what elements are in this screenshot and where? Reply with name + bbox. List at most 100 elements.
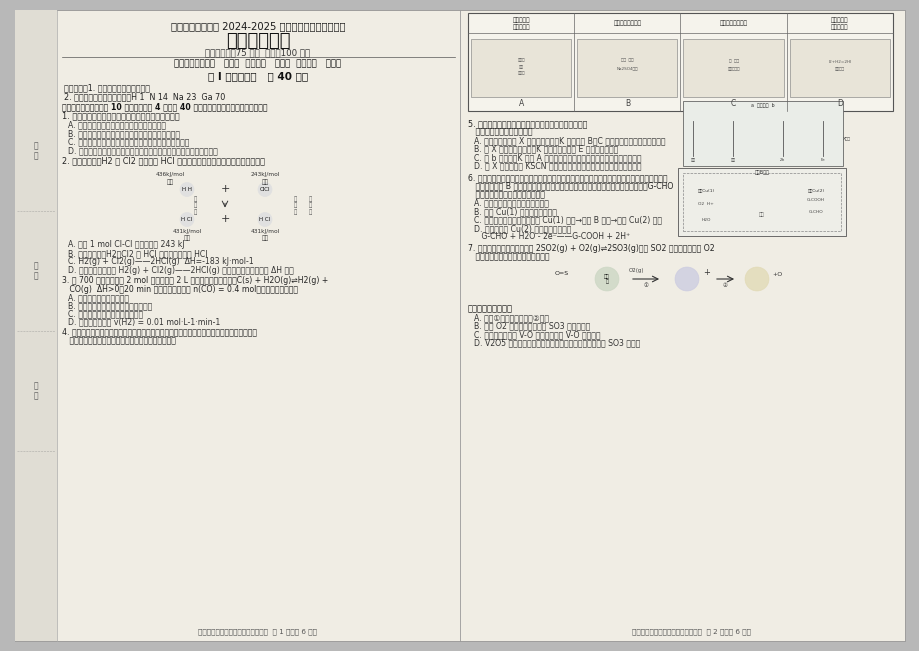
Text: 胰岛B细胞: 胰岛B细胞 xyxy=(754,170,768,175)
Text: B. 一定条件下，H2、Cl2 和 HCl 中，最稳定的为 HCl: B. 一定条件下，H2、Cl2 和 HCl 中，最稳定的为 HCl xyxy=(68,249,208,258)
Text: 温度计: 温度计 xyxy=(516,58,525,62)
Text: 【一级校】联考半期考高二化学试卷  第 2 页（共 6 页）: 【一级校】联考半期考高二化学试卷 第 2 页（共 6 页） xyxy=(632,628,751,635)
Text: 【一级校】联考半期考高二化学试卷  第 1 页（共 6 页）: 【一级校】联考半期考高二化学试卷 第 1 页（共 6 页） xyxy=(199,628,317,635)
Text: B. 纳米 Cu(1) 电极发生还原反应: B. 纳米 Cu(1) 电极发生还原反应 xyxy=(473,207,556,216)
Text: B. 保暖贴工作过程中，主要利用了原电池的工作原理: B. 保暖贴工作过程中，主要利用了原电池的工作原理 xyxy=(68,129,180,138)
Text: G-CHO: G-CHO xyxy=(808,210,823,214)
Text: +: + xyxy=(220,184,230,195)
Text: +: + xyxy=(703,268,709,277)
Text: 原理，下列说法不正确的是: 原理，下列说法不正确的是 xyxy=(468,128,532,137)
Text: 键
断
裂: 键 断 裂 xyxy=(193,196,197,215)
Text: 催化
剂: 催化 剂 xyxy=(604,273,609,284)
Text: 内筒: 内筒 xyxy=(518,65,523,69)
Text: a  直流电源  b: a 直流电源 b xyxy=(751,104,774,109)
Text: 键
断
裂: 键 断 裂 xyxy=(293,196,296,215)
Text: A. 血糖正常时，该燃料电池不工作: A. 血糖正常时，该燃料电池不工作 xyxy=(473,199,549,208)
Bar xyxy=(682,101,842,166)
Text: H Cl: H Cl xyxy=(181,217,192,222)
Text: 能量: 能量 xyxy=(261,180,268,185)
Text: 431kJ/mol: 431kJ/mol xyxy=(172,230,201,234)
Text: C. 外电路中电子的方向：纳米 Cu(1) 电极→胰岛 B 细胞→纳米 Cu(2) 电极: C. 外电路中电子的方向：纳米 Cu(1) 电极→胰岛 B 细胞→纳米 Cu(2… xyxy=(473,215,662,225)
Text: B. 压缩体积可提高水蒸气的平衡转化率: B. 压缩体积可提高水蒸气的平衡转化率 xyxy=(68,301,152,311)
Text: A. 反应①的活化能比反应②的高: A. 反应①的活化能比反应②的高 xyxy=(473,313,549,322)
Circle shape xyxy=(257,182,272,197)
Text: 4. 中学化学教材中，常借助于图像这一表现手段清晰地突出实验装置的要点，形象地阐述化学: 4. 中学化学教材中，常借助于图像这一表现手段清晰地突出实验装置的要点，形象地阐… xyxy=(62,327,256,337)
Text: D. 放电时纳米 Cu(2) 电极发生的反应为: D. 放电时纳米 Cu(2) 电极发生的反应为 xyxy=(473,224,571,233)
Text: A. 形成 1 mol Cl-Cl 键吸收能量 243 kJ: A. 形成 1 mol Cl-Cl 键吸收能量 243 kJ xyxy=(68,240,185,249)
Bar xyxy=(789,39,889,97)
Text: 探究压强对: 探究压强对 xyxy=(830,17,847,23)
Text: 石墨: 石墨 xyxy=(690,158,695,162)
Circle shape xyxy=(675,267,698,291)
Text: O=S: O=S xyxy=(554,271,569,277)
Text: H2O: H2O xyxy=(700,219,709,223)
Text: 第 I 卷（选择题   共 40 分）: 第 I 卷（选择题 共 40 分） xyxy=(208,71,308,81)
Text: 能量: 能量 xyxy=(166,180,174,185)
Text: 考
号: 考 号 xyxy=(34,141,39,161)
Text: 过程的原理。下列有关化学图像表现的内容正确的是: 过程的原理。下列有关化学图像表现的内容正确的是 xyxy=(62,336,176,345)
Text: 龙岩市一级校联盟 2024-2025 学年第一学期半期考联考: 龙岩市一级校联盟 2024-2025 学年第一学期半期考联考 xyxy=(171,21,345,31)
Text: +O: +O xyxy=(771,273,781,277)
Text: ①: ① xyxy=(643,283,648,288)
Text: D. 嫦娥五号探测器中配置砷化镓太阳能电池，将太阳能直接转化为电能: D. 嫦娥五号探测器中配置砷化镓太阳能电池，将太阳能直接转化为电能 xyxy=(68,146,218,155)
Circle shape xyxy=(744,267,768,291)
Text: O2  H+: O2 H+ xyxy=(698,202,713,206)
Text: 制作简单燃料电池: 制作简单燃料电池 xyxy=(613,20,641,26)
Text: Na2SO4溶液: Na2SO4溶液 xyxy=(616,66,638,70)
Bar xyxy=(468,13,892,111)
Text: C. 若 b 为负极，K 连接 A 时，铁棒防腐蚀的方式称为外加电流阴极保护法: C. 若 b 为负极，K 连接 A 时，铁棒防腐蚀的方式称为外加电流阴极保护法 xyxy=(473,153,641,162)
Text: H Cl: H Cl xyxy=(259,217,270,222)
Text: 代表葡萄糖）。下列说法错误的是: 代表葡萄糖）。下列说法错误的是 xyxy=(468,190,544,199)
Text: I2+H2=2HI: I2+H2=2HI xyxy=(827,60,850,64)
Text: 能量: 能量 xyxy=(261,236,268,241)
Text: B. 若 X 溶液为模拟海水，K 来回合时铁棒上 E 点表面铁锈最多: B. 若 X 溶液为模拟海水，K 来回合时铁棒上 E 点表面铁锈最多 xyxy=(473,145,618,154)
Circle shape xyxy=(257,212,272,227)
Text: +: + xyxy=(220,214,230,225)
Bar xyxy=(15,10,57,641)
Text: 姓
名: 姓 名 xyxy=(34,261,39,281)
Text: O2(g): O2(g) xyxy=(629,268,644,273)
Bar xyxy=(677,169,845,236)
Text: 一、选择题（本题包括 10 小题，每小题 4 分，共 40 分。每小题只有一个选项符合题意）: 一、选择题（本题包括 10 小题，每小题 4 分，共 40 分。每小题只有一个选… xyxy=(62,102,267,111)
Text: 2. 一定条件下，H2 和 Cl2 反应生成 HCl 的能量变化如图所示，下列说法正确的是: 2. 一定条件下，H2 和 Cl2 反应生成 HCl 的能量变化如图所示，下列说… xyxy=(62,156,265,165)
Text: ClCl: ClCl xyxy=(259,187,270,192)
Text: 注意事项：1. 请将答案填写在答题卡上: 注意事项：1. 请将答案填写在答题卡上 xyxy=(64,83,150,92)
Text: A. 相同条件下，若 X 溶液为食盐水，K 分别连接 B、C 时，前者铁棒的腐蚀速率更快: A. 相同条件下，若 X 溶液为食盐水，K 分别连接 B、C 时，前者铁棒的腐蚀… xyxy=(473,136,664,145)
Text: 血液: 血液 xyxy=(758,212,764,217)
Text: 石墨  石墨: 石墨 石墨 xyxy=(620,58,633,62)
Text: D. 反应达到平衡时 v(H2) = 0.01 mol·L-1·min-1: D. 反应达到平衡时 v(H2) = 0.01 mol·L-1·min-1 xyxy=(68,318,221,327)
Text: C. H2(g) + Cl2(g)——2HCl(g)  ΔH=-183 kJ·mol-1: C. H2(g) + Cl2(g)——2HCl(g) ΔH=-183 kJ·mo… xyxy=(68,258,254,266)
Text: 班
级: 班 级 xyxy=(34,381,39,401)
Text: 431kJ/mol: 431kJ/mol xyxy=(250,230,279,234)
Circle shape xyxy=(595,267,618,291)
Text: C: C xyxy=(731,100,735,109)
Text: Zn: Zn xyxy=(779,158,785,162)
Text: 平衡状态: 平衡状态 xyxy=(834,67,844,71)
Text: 3. 在 700 摄氏度时，将 2 mol 水蒸气通入 2 L 密闭容器中发生反应：C(s) + H2O(g)⇌H2(g) +: 3. 在 700 摄氏度时，将 2 mol 水蒸气通入 2 L 密闭容器中发生反… xyxy=(62,277,328,286)
Text: D. 同温同压下，反应 H2(g) + Cl2(g)——2HCl(g) 在光照和点燃条件下的 ΔH 不同: D. 同温同压下，反应 H2(g) + Cl2(g)——2HCl(g) 在光照和… xyxy=(68,266,293,275)
Text: H H: H H xyxy=(182,187,192,192)
Text: 下列说法不正确的是: 下列说法不正确的是 xyxy=(468,304,513,313)
Text: 2. 可能用到的相对原子质量：H 1  N 14  Na 23  Ga 70: 2. 可能用到的相对原子质量：H 1 N 14 Na 23 Ga 70 xyxy=(64,92,225,102)
Circle shape xyxy=(180,212,194,227)
Text: 接触而得名，反应过程示意图如下：: 接触而得名，反应过程示意图如下： xyxy=(468,253,549,262)
Text: 5. 某学习小组按如图装置探究金属电化学腐蚀与防护的: 5. 某学习小组按如图装置探究金属电化学腐蚀与防护的 xyxy=(468,119,586,128)
Text: 纳米Cu(2): 纳米Cu(2) xyxy=(807,189,823,193)
Text: Fe: Fe xyxy=(820,158,824,162)
Text: G-COOH: G-COOH xyxy=(806,199,824,202)
Bar xyxy=(682,174,840,232)
Circle shape xyxy=(180,182,194,197)
Text: A. 反应在低温下可自发进行: A. 反应在低温下可自发进行 xyxy=(68,294,129,303)
Text: 7. 接触法制硫酸的核心反应是 2SO2(g) + O2(g)⇌2SO3(g)，因 SO2 在催化剂表面与 O2: 7. 接触法制硫酸的核心反应是 2SO2(g) + O2(g)⇌2SO3(g)，… xyxy=(468,244,714,253)
Text: D. 若 X 溶液中含有 KSCN 溶液，可有效提升铁棒腐蚀或防腐的观察效果: D. 若 X 溶液中含有 KSCN 溶液，可有效提升铁棒腐蚀或防腐的观察效果 xyxy=(473,161,641,171)
Text: 隔热层: 隔热层 xyxy=(516,71,525,75)
Text: 6. 科学家研发了一种可植入体内的燃料电池，血糖（葡萄糖）过高时会激活电池产生电能，刺激: 6. 科学家研发了一种可植入体内的燃料电池，血糖（葡萄糖）过高时会激活电池产生电… xyxy=(468,173,667,182)
Text: 人工模拟胰岛 B 细胞释放胰岛素，降低血糖水平。电池工作原理的模拟装置如图（G-CHO: 人工模拟胰岛 B 细胞释放胰岛素，降低血糖水平。电池工作原理的模拟装置如图（G-… xyxy=(468,182,673,191)
Text: C. 酒香不怕巷子深、花香四溢都体现了生活中的熵增原理: C. 酒香不怕巷子深、花香四溢都体现了生活中的熵增原理 xyxy=(68,137,189,146)
Bar xyxy=(576,39,676,97)
Text: 命题人：长汀一中   曾小惠  漳平一中   陈巧勤  永定一中   张银玉: 命题人：长汀一中 曾小惠 漳平一中 陈巧勤 永定一中 张银玉 xyxy=(175,59,341,68)
Text: B: B xyxy=(624,100,630,109)
Bar xyxy=(471,39,571,97)
Text: B. 增大 O2 的浓度能明显增大 SO3 的生成速率: B. 增大 O2 的浓度能明显增大 SO3 的生成速率 xyxy=(473,322,590,331)
Text: 1. 化学与生活、生产密切相关，下列说法不正确的是: 1. 化学与生活、生产密切相关，下列说法不正确的是 xyxy=(62,111,179,120)
